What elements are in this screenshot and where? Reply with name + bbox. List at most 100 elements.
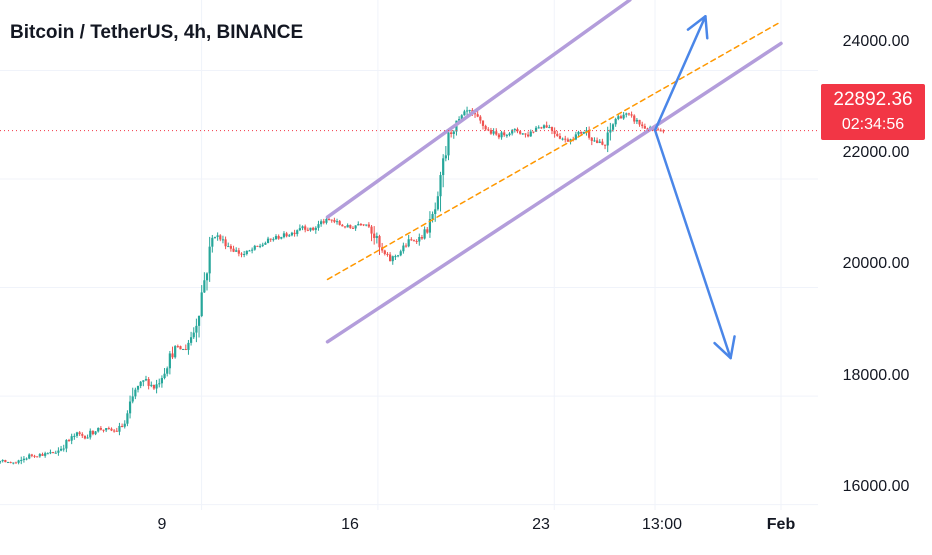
candle-body: [479, 116, 482, 121]
x-tick-label: 16: [341, 516, 359, 533]
candle-body: [439, 175, 442, 197]
candle-body: [476, 114, 479, 117]
candle-body: [28, 454, 31, 459]
candle-body: [396, 255, 400, 257]
candle-body: [41, 454, 44, 456]
candle-body: [436, 196, 439, 210]
candle-body: [465, 110, 469, 112]
candle-body: [224, 239, 227, 247]
candle-body: [243, 254, 246, 256]
candle-body: [593, 140, 596, 142]
y-axis[interactable]: 16000.00 18000.00 20000.00 22000.00 2400…: [843, 33, 910, 495]
candle-body: [86, 437, 89, 439]
plot-area[interactable]: [0, 0, 783, 474]
candle-body: [407, 239, 410, 247]
candle-body: [341, 224, 344, 227]
candle-body: [290, 232, 294, 236]
candle-body: [322, 221, 325, 223]
candle-body: [312, 227, 315, 230]
candle-body: [534, 127, 538, 132]
candle-body: [59, 448, 63, 451]
candle-body: [126, 413, 129, 424]
y-tick-label: 16000.00: [843, 478, 910, 495]
candle-body: [197, 315, 201, 326]
candle-body: [481, 120, 485, 126]
candle-body: [280, 237, 283, 239]
candle-body: [248, 250, 251, 252]
candle-body: [370, 226, 373, 234]
candle-body: [115, 430, 118, 432]
candle-body: [489, 130, 493, 134]
candle-body: [330, 219, 333, 221]
candle-body: [343, 226, 347, 228]
candle-body: [136, 385, 140, 390]
candle-body: [635, 119, 638, 122]
candle-body: [553, 130, 556, 134]
candle-body: [588, 130, 591, 138]
candle-body: [134, 389, 137, 397]
candle-body: [641, 124, 644, 127]
candle-body: [195, 325, 198, 333]
candle-body: [524, 133, 527, 135]
candle-body: [304, 226, 307, 230]
candle-body: [333, 219, 336, 222]
candle-body: [511, 130, 514, 134]
candle-body: [174, 346, 177, 358]
candle-body: [335, 221, 339, 223]
candle-body: [662, 130, 665, 132]
candle-body: [221, 239, 225, 241]
candle-body: [545, 125, 548, 128]
candle-body: [107, 428, 110, 430]
candle-body: [646, 128, 649, 130]
candle-body: [317, 224, 320, 228]
candle-body: [14, 462, 18, 464]
candle-body: [288, 235, 291, 237]
candle-body: [17, 460, 20, 463]
candle-body: [62, 448, 65, 450]
candle-body: [83, 435, 87, 439]
candle-body: [38, 454, 41, 457]
candle-body: [261, 244, 264, 246]
candle-body: [296, 230, 299, 235]
candle-body: [505, 135, 508, 137]
candle-body: [375, 236, 378, 238]
candle-body: [182, 349, 185, 351]
candle-body: [216, 235, 219, 237]
candle-body: [431, 214, 434, 220]
candle-body: [428, 219, 432, 233]
candle-body: [389, 254, 392, 262]
x-axis[interactable]: 9 16 23 13:00 Feb: [158, 516, 796, 533]
candle-body: [601, 141, 604, 145]
candle-body: [359, 224, 363, 226]
candle-body: [495, 131, 498, 135]
candle-body: [78, 432, 81, 435]
candle-body: [282, 233, 286, 238]
y-tick-label: 24000.00: [843, 33, 910, 50]
candle-body: [521, 133, 524, 135]
candle-body: [67, 440, 71, 442]
candle-body: [113, 430, 116, 432]
candle-body: [561, 138, 564, 140]
candle-body: [240, 253, 243, 255]
candle-body: [131, 396, 134, 402]
channel-lower-line: [325, 41, 783, 344]
candle-body: [158, 383, 161, 385]
arrow-down: [653, 128, 732, 360]
candle-body: [508, 133, 511, 136]
candle-body: [577, 131, 580, 135]
candle-body: [580, 131, 583, 134]
candle-body: [269, 238, 272, 240]
candle-body: [168, 353, 171, 369]
candle-body: [410, 239, 413, 241]
candle-body: [585, 130, 588, 132]
candle-body: [367, 224, 370, 227]
candle-body: [423, 229, 426, 239]
candle-body: [542, 125, 546, 128]
candle-body: [450, 132, 453, 135]
candle-body: [75, 432, 79, 436]
candle-body: [213, 236, 217, 238]
candle-body: [211, 237, 214, 247]
candle-body: [6, 462, 10, 464]
